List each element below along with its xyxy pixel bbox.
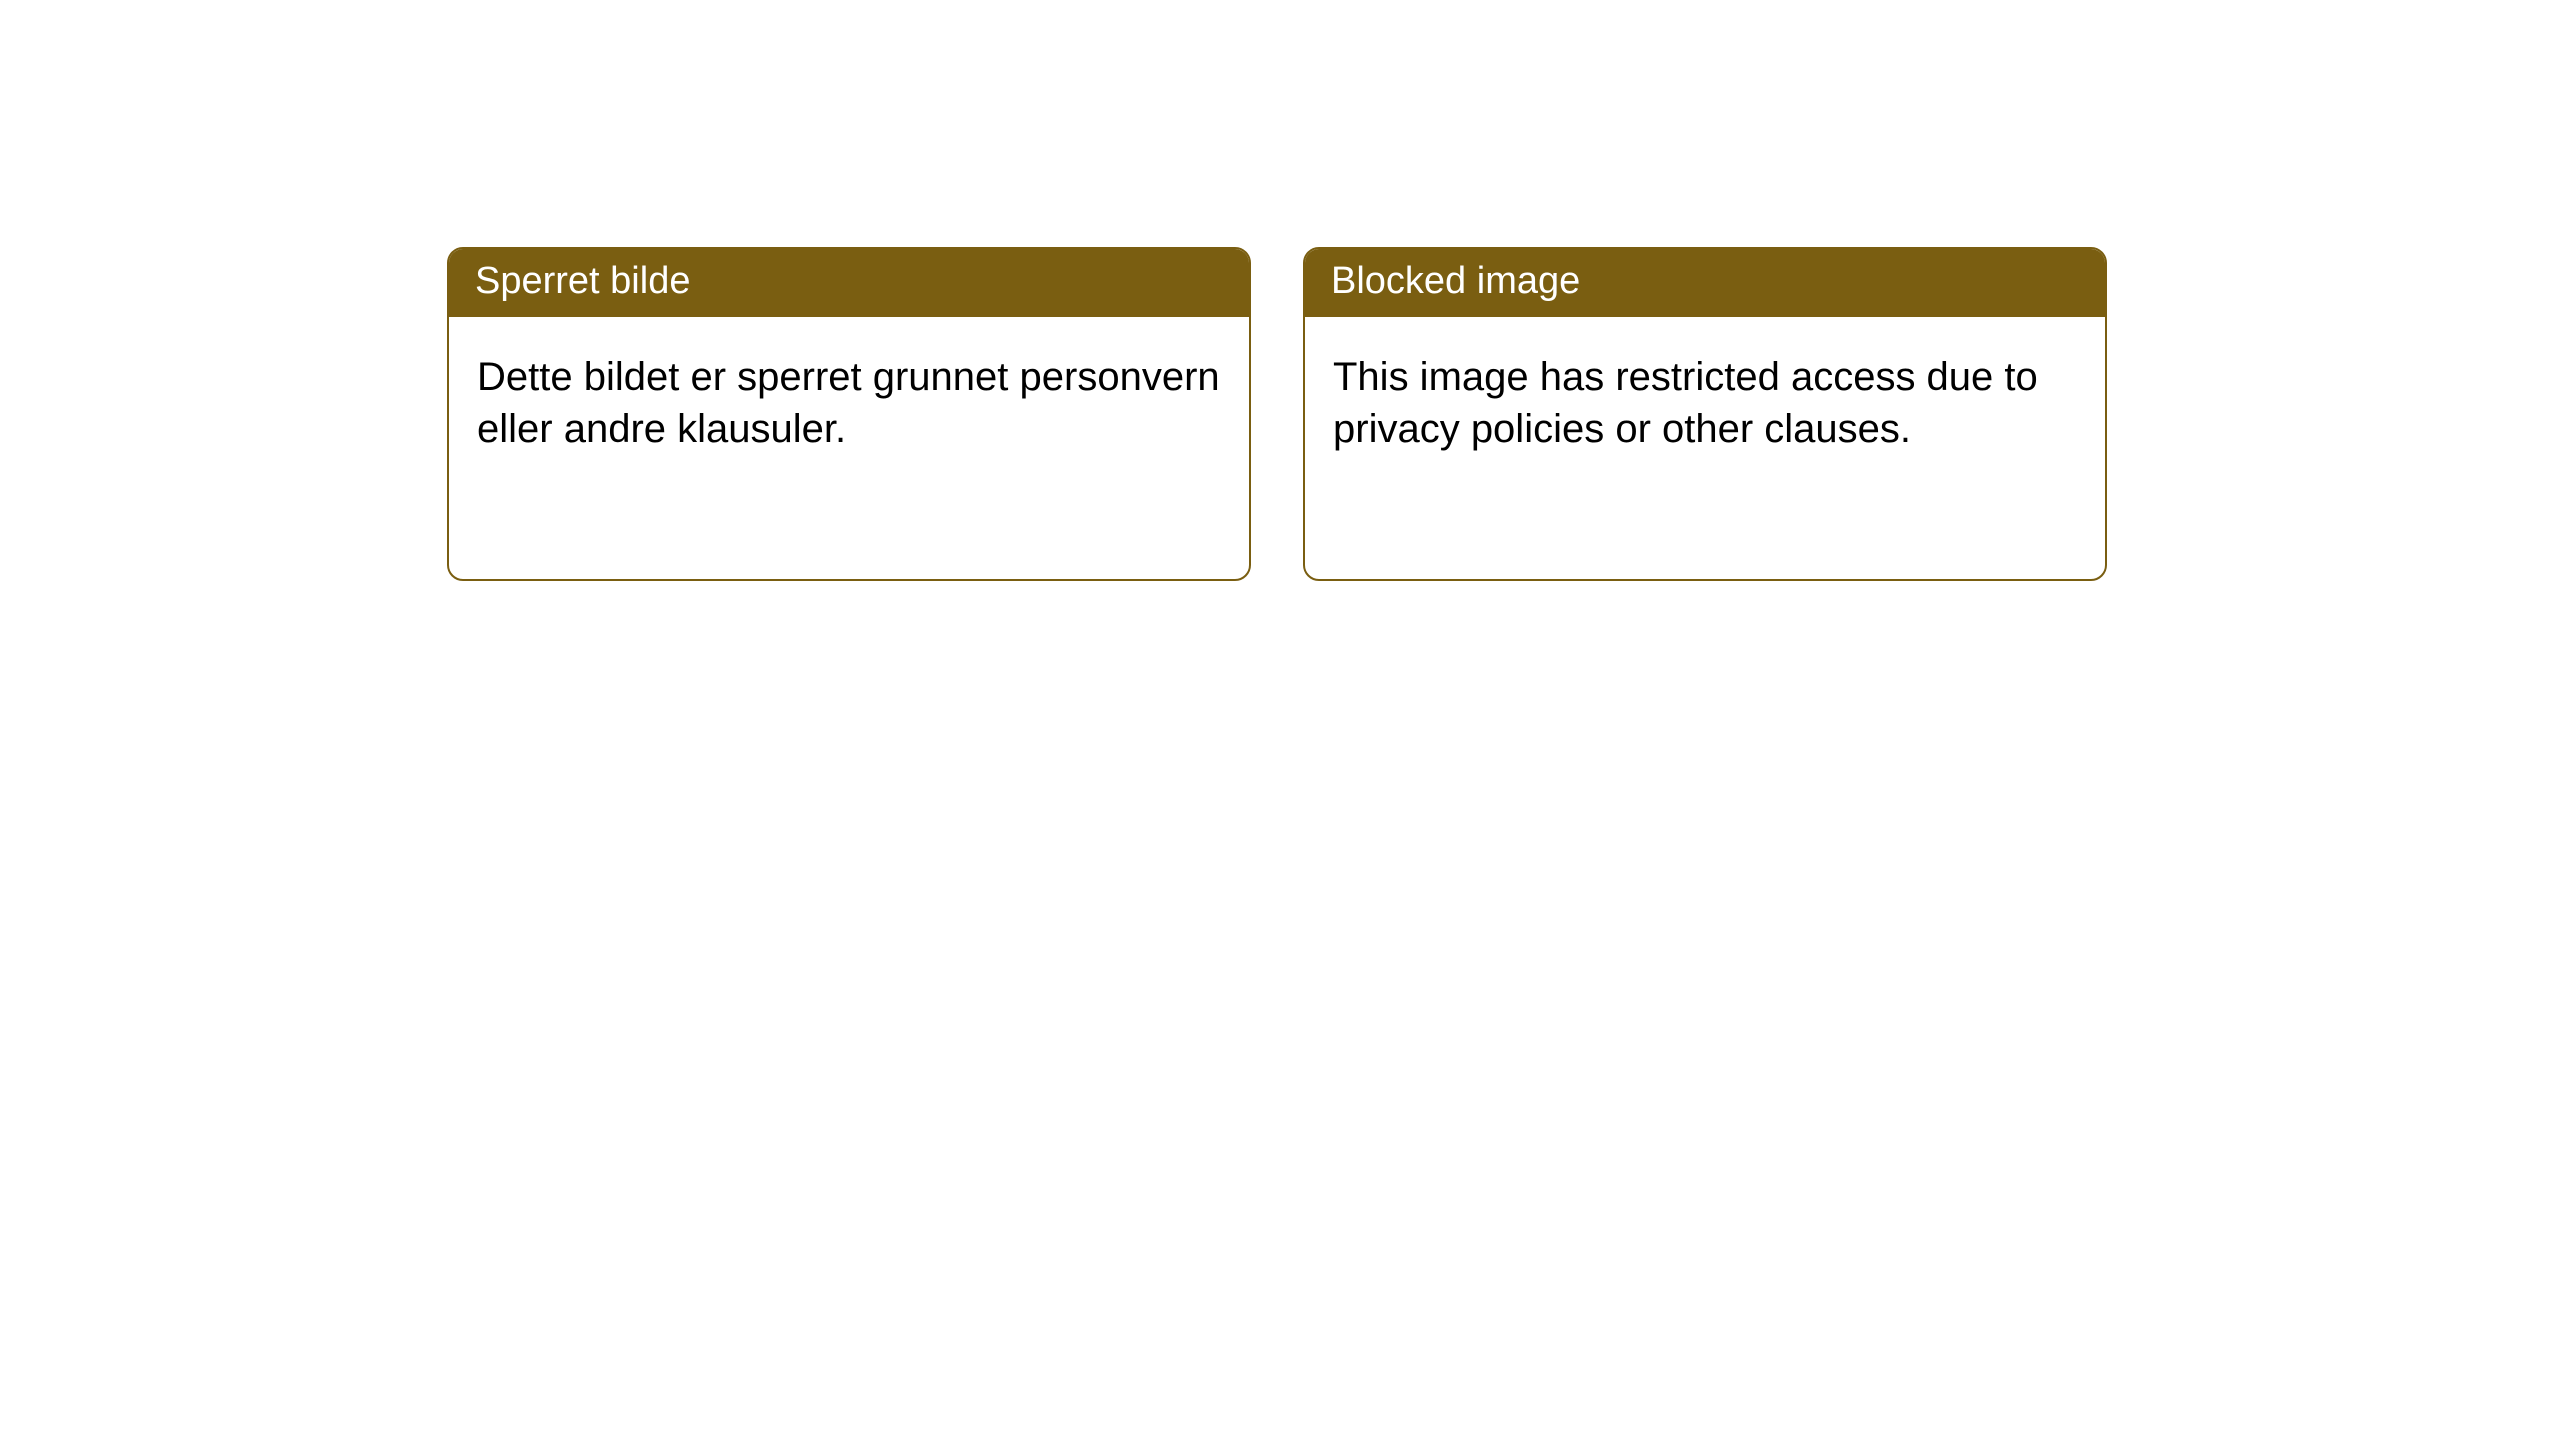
notice-card-english: Blocked image This image has restricted …	[1303, 247, 2107, 581]
notice-container: Sperret bilde Dette bildet er sperret gr…	[447, 247, 2107, 581]
notice-card-norwegian: Sperret bilde Dette bildet er sperret gr…	[447, 247, 1251, 581]
notice-header-norwegian: Sperret bilde	[449, 249, 1249, 317]
notice-body-norwegian: Dette bildet er sperret grunnet personve…	[449, 317, 1249, 491]
notice-body-english: This image has restricted access due to …	[1305, 317, 2105, 491]
notice-header-english: Blocked image	[1305, 249, 2105, 317]
